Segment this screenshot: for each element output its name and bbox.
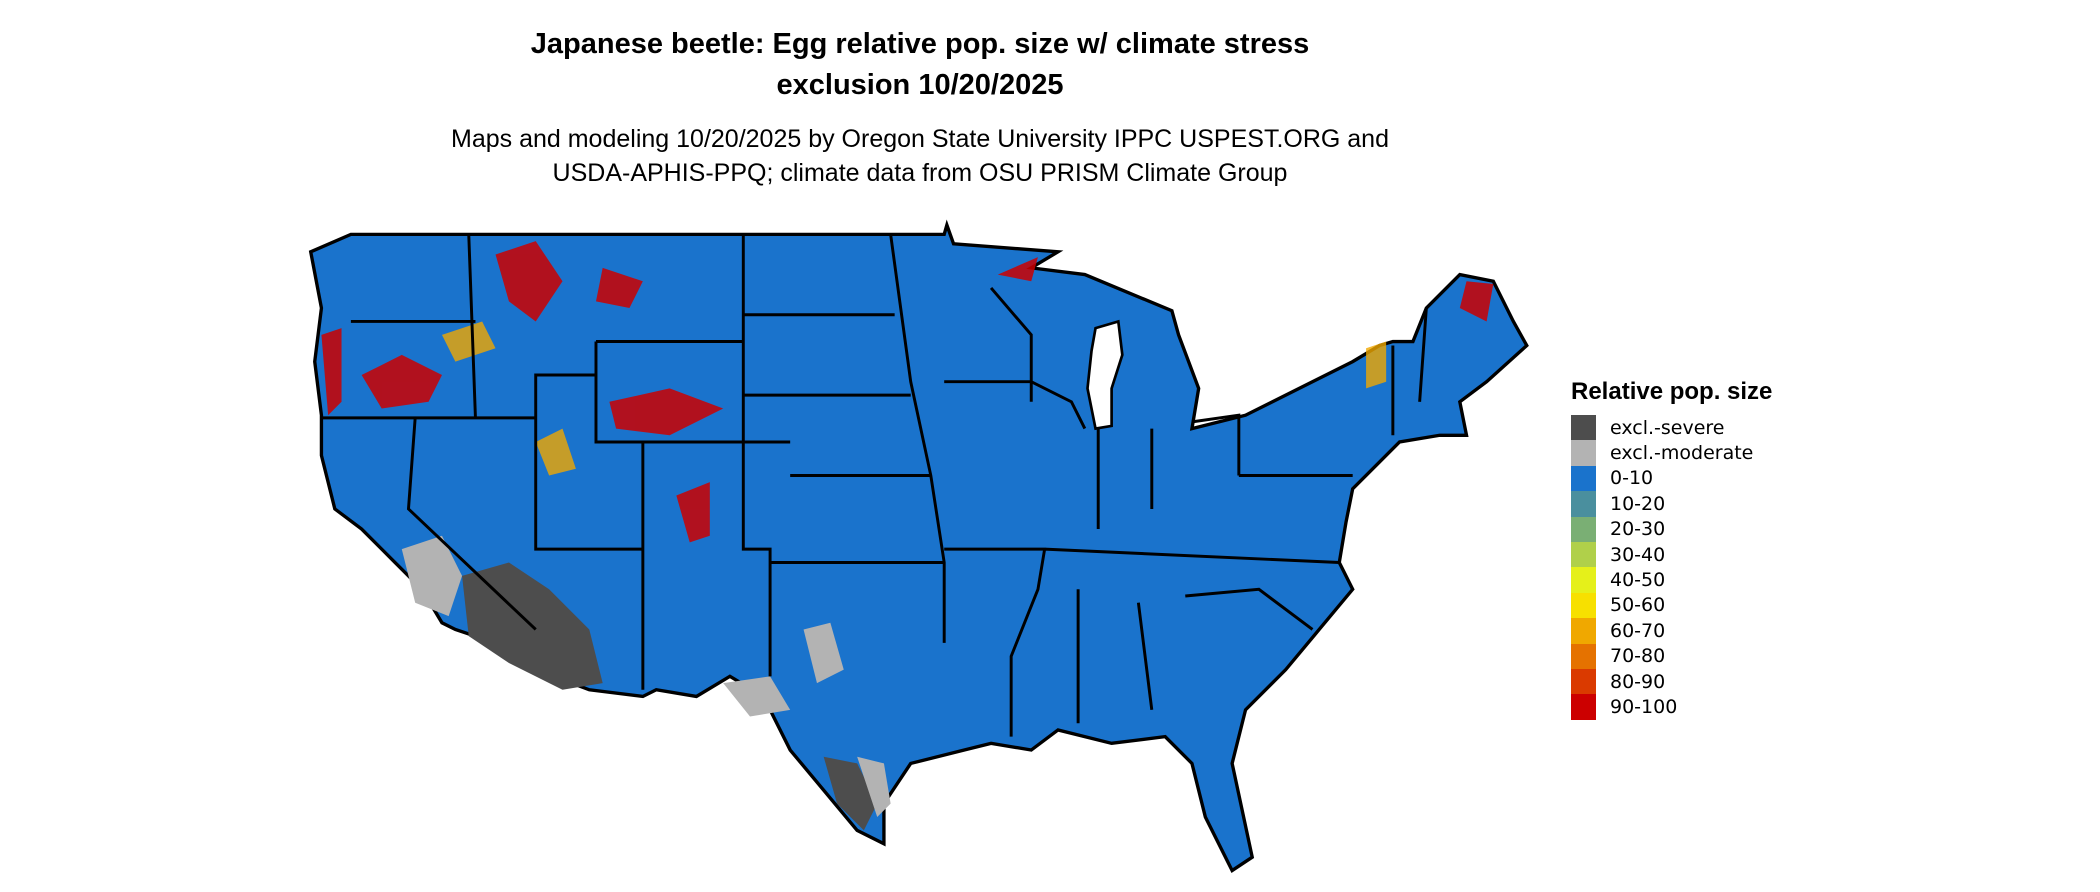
legend-swatch [1571,668,1596,695]
legend-label: 20-30 [1610,518,1666,541]
legend-label: 0-10 [1610,467,1654,490]
legend-swatch [1571,592,1596,619]
legend-item: 60-70 [1571,618,1772,644]
legend-title: Relative pop. size [1571,378,1773,405]
legend-label: 10-20 [1610,492,1666,515]
lake-michigan [1086,319,1124,431]
legend-label: 70-80 [1610,645,1666,668]
legend-item: 10-20 [1571,491,1772,517]
title-line-1: Japanese beetle: Egg relative pop. size … [530,28,1310,60]
legend-label: 40-50 [1610,569,1666,592]
legend-label: 50-60 [1610,594,1666,617]
us-outline [308,219,1529,874]
legend-label: excl.-severe [1610,416,1725,439]
legend-swatch [1571,415,1596,441]
legend-label: 90-100 [1610,695,1678,718]
legend-swatch [1571,567,1596,593]
legend-swatch [1571,694,1596,720]
legend: Relative pop. size excl.-severe excl.-mod… [1571,378,1772,720]
legend-item: 20-30 [1571,516,1772,542]
subtitle-line-2: USDA-APHIS-PPQ; climate data from OSU PR… [552,159,1288,187]
subtitle-line-1: Maps and modeling 10/20/2025 by Oregon S… [451,125,1389,153]
legend-item: 0-10 [1571,465,1772,492]
map-title: Japanese beetle: Egg relative pop. size … [0,24,1840,106]
legend-item: 70-80 [1571,643,1772,669]
legend-label: excl.-moderate [1610,442,1754,465]
legend-swatch [1571,465,1596,492]
legend-label: 30-40 [1610,543,1666,566]
high-suitability-areas [321,241,1494,543]
legend-item: 90-100 [1571,694,1772,720]
legend-item: 30-40 [1571,541,1772,568]
legend-item: 50-60 [1571,592,1772,619]
legend-swatch [1571,516,1596,542]
legend-swatch [1571,643,1596,669]
mid-suitability-areas [441,321,1387,476]
legend-swatch [1571,491,1596,517]
legend-swatch [1571,440,1596,466]
legend-label: 60-70 [1610,619,1666,642]
legend-label: 80-90 [1610,670,1666,693]
legend-item: excl.-severe [1571,415,1772,441]
title-line-2: exclusion 10/20/2025 [776,69,1064,101]
legend-item: excl.-moderate [1571,440,1772,466]
legend-swatch [1571,618,1596,644]
legend-item: 80-90 [1571,668,1772,695]
state-borders [321,234,1428,737]
map-subtitle: Maps and modeling 10/20/2025 by Oregon S… [0,122,1840,190]
legend-item: 40-50 [1571,567,1772,593]
legend-swatch [1571,541,1596,568]
exclusion-moderate-areas [401,535,891,817]
